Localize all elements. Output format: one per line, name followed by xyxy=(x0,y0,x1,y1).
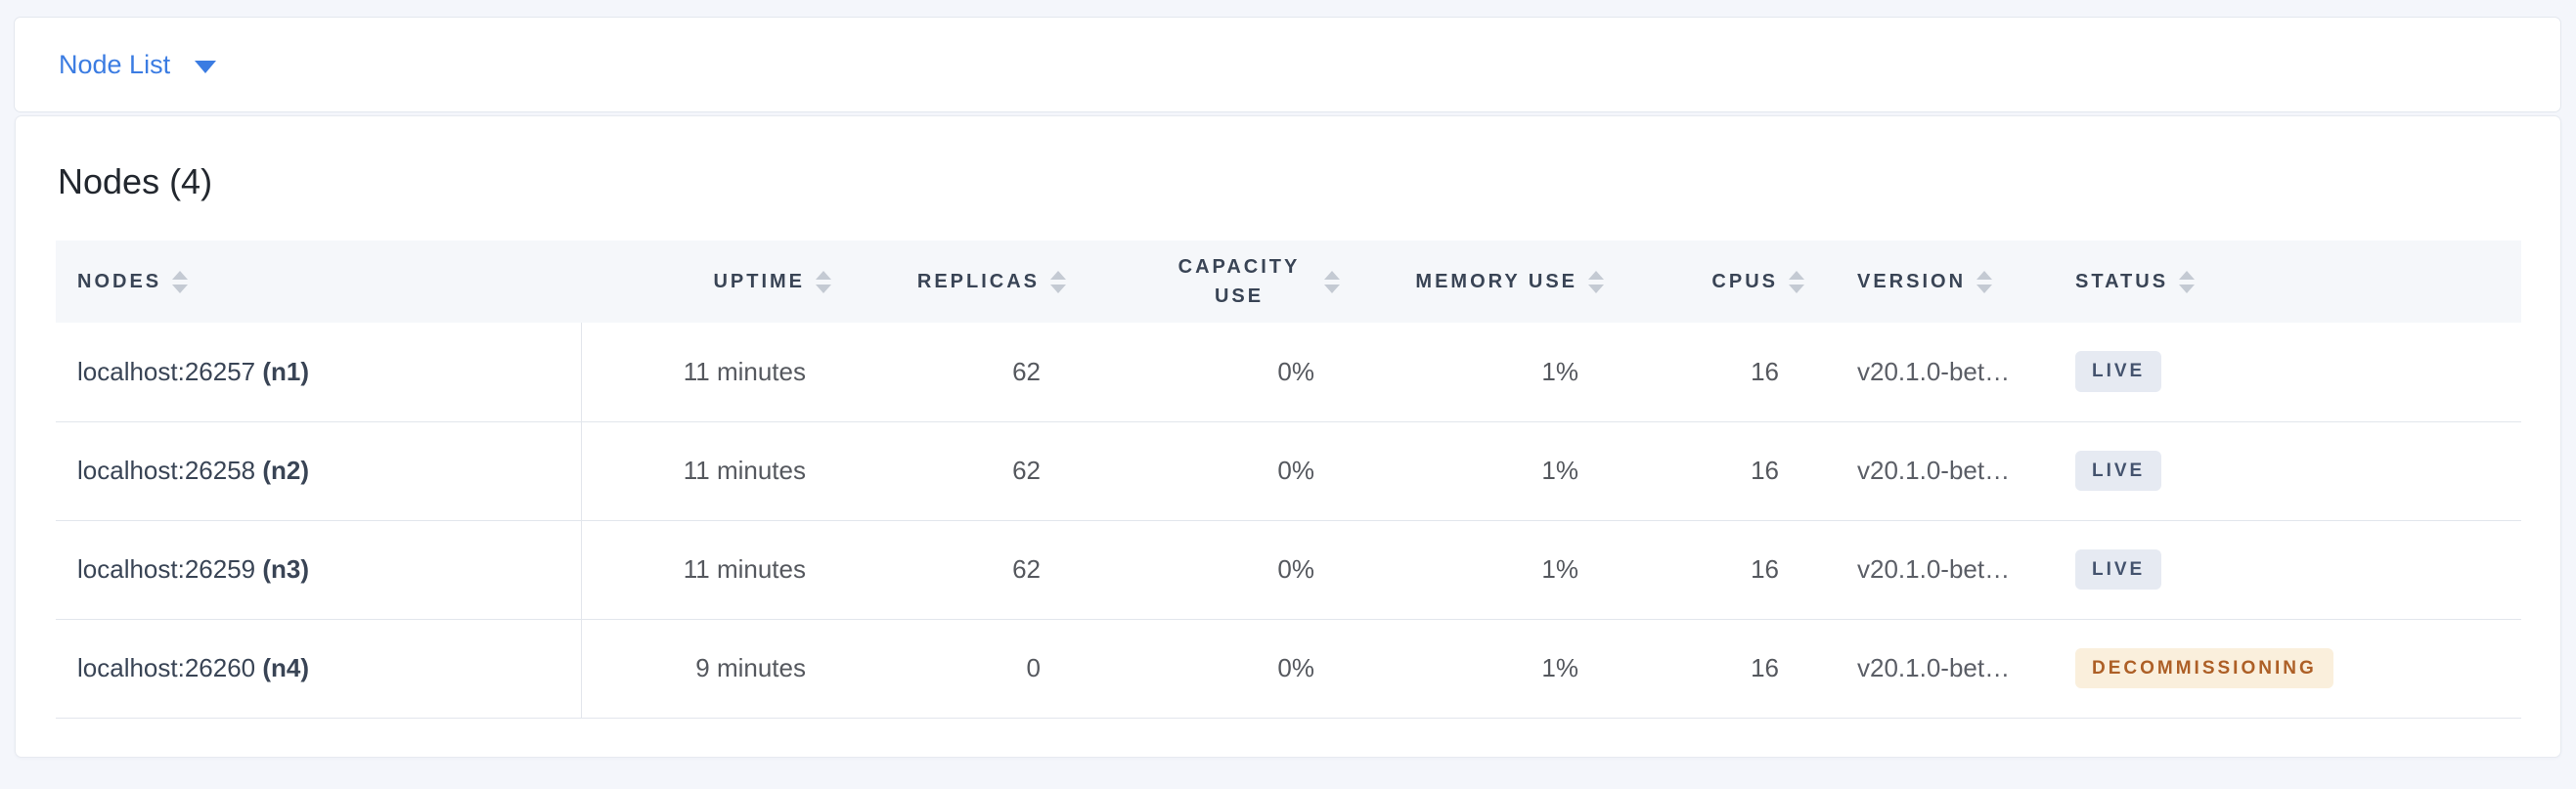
cell-version: v20.1.0-bet… xyxy=(1826,520,2056,620)
table-row: localhost:26259 (n3) 11 minutes 62 0% 1% 16 v2… xyxy=(56,520,2521,620)
cell-version: v20.1.0-bet… xyxy=(1826,323,2056,422)
cell-uptime: 11 minutes xyxy=(581,421,853,521)
cell-status: LIVE xyxy=(2056,421,2521,521)
cell-replicas: 62 xyxy=(853,421,1088,521)
status-badge: LIVE xyxy=(2075,450,2162,492)
node-table-header: NODES UPTIME REPLICAS CAPACITY USE MEMORY US… xyxy=(56,241,2521,323)
node-link[interactable]: localhost:26259 (n3) xyxy=(77,554,310,584)
column-header-status[interactable]: STATUS xyxy=(2056,241,2521,323)
nodes-panel: Nodes (4) NODES UPTIME REPLICAS CAPACITY US… xyxy=(15,115,2561,758)
cell-version: v20.1.0-bet… xyxy=(1826,421,2056,521)
cell-cpus: 16 xyxy=(1625,619,1826,719)
column-label-capacity_use: CAPACITY USE xyxy=(1177,256,1301,307)
node-list-dropdown-label: Node List xyxy=(59,49,171,79)
cell-memory_use: 1% xyxy=(1361,421,1625,521)
sort-icon xyxy=(816,270,831,293)
cell-node: localhost:26260 (n4) xyxy=(56,619,582,719)
cell-uptime: 9 minutes xyxy=(581,619,853,719)
node-id: (n2) xyxy=(262,456,310,485)
cell-status: DECOMMISSIONING xyxy=(2056,619,2521,719)
column-header-capacity_use[interactable]: CAPACITY USE xyxy=(1088,241,1361,323)
table-row: localhost:26258 (n2) 11 minutes 62 0% 1% 16 v2… xyxy=(56,421,2521,521)
cell-capacity_use: 0% xyxy=(1088,619,1361,719)
node-id: (n1) xyxy=(262,356,310,386)
node-link[interactable]: localhost:26260 (n4) xyxy=(77,653,310,682)
cell-uptime: 11 minutes xyxy=(581,323,853,422)
node-link[interactable]: localhost:26258 (n2) xyxy=(77,456,310,485)
cell-capacity_use: 0% xyxy=(1088,323,1361,422)
sort-icon xyxy=(172,270,189,293)
cell-version: v20.1.0-bet… xyxy=(1826,619,2056,719)
cell-replicas: 0 xyxy=(853,619,1088,719)
column-label-uptime: UPTIME xyxy=(713,270,805,292)
nodes-count-title: Nodes (4) xyxy=(58,161,213,201)
column-header-memory_use[interactable]: MEMORY USE xyxy=(1361,241,1625,323)
column-header-version[interactable]: VERSION xyxy=(1826,241,2056,323)
column-label-version: VERSION xyxy=(1857,270,1967,292)
cell-memory_use: 1% xyxy=(1361,619,1625,719)
status-badge: DECOMMISSIONING xyxy=(2075,647,2333,689)
node-link[interactable]: localhost:26257 (n1) xyxy=(77,356,310,386)
column-label-node: NODES xyxy=(77,270,162,292)
node-table-body: localhost:26257 (n1) 11 minutes 62 0% 1% 16 v2… xyxy=(56,323,2521,719)
cell-replicas: 62 xyxy=(853,323,1088,422)
cell-status: LIVE xyxy=(2056,323,2521,422)
sort-icon xyxy=(2179,270,2196,293)
column-header-uptime[interactable]: UPTIME xyxy=(581,241,853,323)
cell-uptime: 11 minutes xyxy=(581,520,853,620)
cell-node: localhost:26257 (n1) xyxy=(56,323,582,422)
cell-capacity_use: 0% xyxy=(1088,421,1361,521)
sort-icon xyxy=(1324,270,1340,293)
column-label-memory_use: MEMORY USE xyxy=(1415,270,1577,292)
column-header-replicas[interactable]: REPLICAS xyxy=(853,241,1088,323)
column-header-cpus[interactable]: CPUS xyxy=(1625,241,1826,323)
status-badge: LIVE xyxy=(2075,548,2162,591)
sort-icon xyxy=(1976,270,1993,293)
cell-cpus: 16 xyxy=(1625,323,1826,422)
cell-replicas: 62 xyxy=(853,520,1088,620)
cell-status: LIVE xyxy=(2056,520,2521,620)
sort-icon xyxy=(1588,270,1604,293)
node-id: (n3) xyxy=(262,554,310,584)
node-list-table: NODES UPTIME REPLICAS CAPACITY USE MEMORY US… xyxy=(56,241,2521,719)
column-header-node[interactable]: NODES xyxy=(56,241,581,323)
caret-down-icon xyxy=(195,61,217,73)
cell-cpus: 16 xyxy=(1625,520,1826,620)
cell-cpus: 16 xyxy=(1625,421,1826,521)
sort-icon xyxy=(1789,270,1804,293)
cell-memory_use: 1% xyxy=(1361,323,1625,422)
table-row: localhost:26257 (n1) 11 minutes 62 0% 1% 16 v2… xyxy=(56,323,2521,422)
header-row: NODES UPTIME REPLICAS CAPACITY USE MEMORY US… xyxy=(56,241,2521,323)
cell-node: localhost:26258 (n2) xyxy=(56,421,582,521)
sort-icon xyxy=(1050,270,1066,293)
column-label-status: STATUS xyxy=(2075,270,2169,292)
node-list-dropdown[interactable]: Node List xyxy=(59,49,217,80)
node-id: (n4) xyxy=(262,653,310,682)
status-badge: LIVE xyxy=(2075,351,2162,393)
table-row: localhost:26260 (n4) 9 minutes 0 0% 1% 16 v20.… xyxy=(56,619,2521,719)
cell-capacity_use: 0% xyxy=(1088,520,1361,620)
column-label-replicas: REPLICAS xyxy=(916,270,1040,292)
view-selector-bar: Node List xyxy=(14,17,2561,112)
column-label-cpus: CPUS xyxy=(1711,270,1778,292)
cell-node: localhost:26259 (n3) xyxy=(56,520,582,620)
cell-memory_use: 1% xyxy=(1361,520,1625,620)
